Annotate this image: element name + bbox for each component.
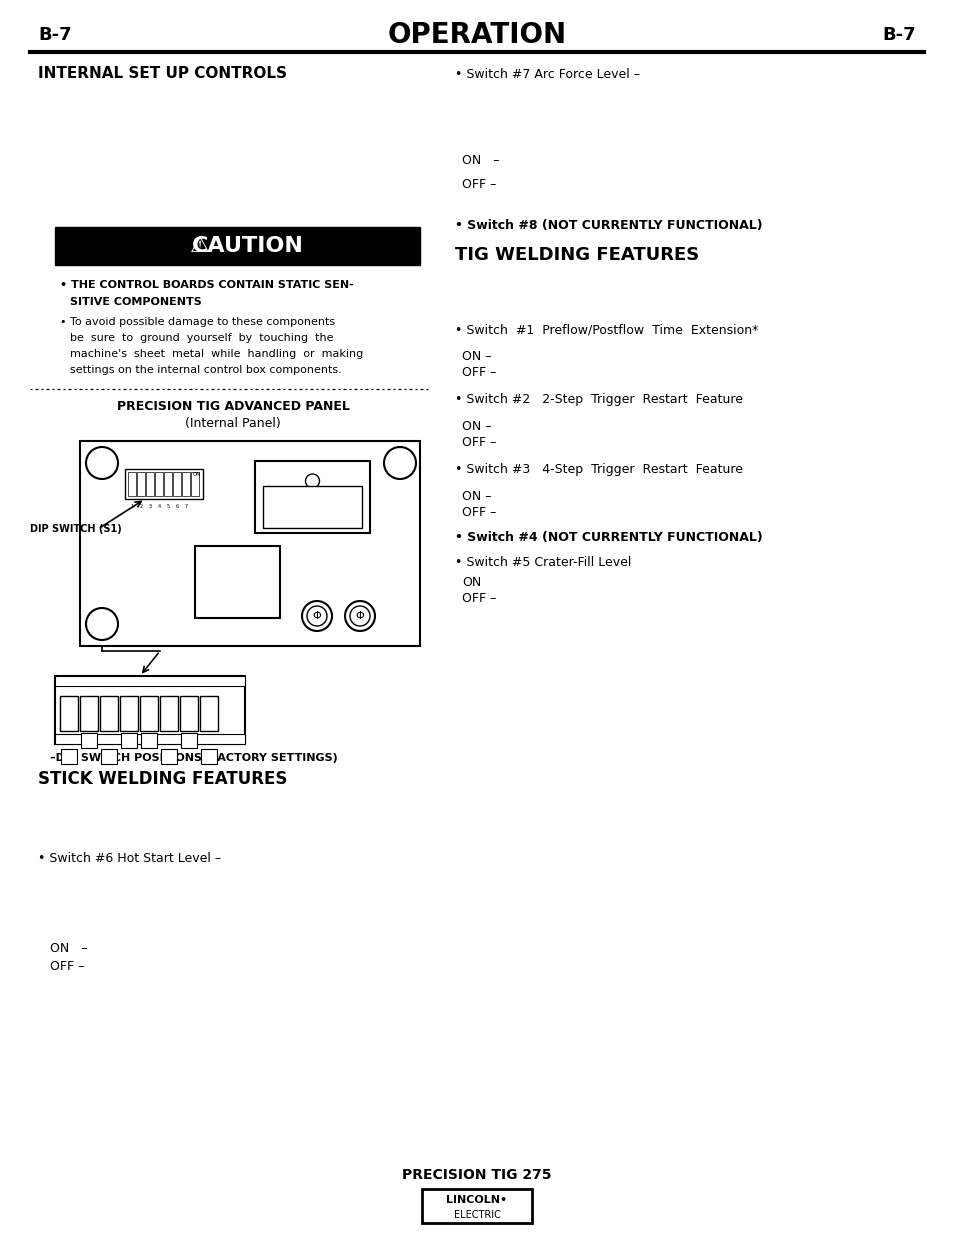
- Bar: [128, 472, 136, 496]
- Circle shape: [345, 601, 375, 631]
- Text: LINCOLN•: LINCOLN•: [446, 1195, 507, 1205]
- Text: • Switch #5 Crater-Fill Level: • Switch #5 Crater-Fill Level: [455, 557, 631, 569]
- Bar: [254, 461, 370, 534]
- Text: PRECISION TIG ADVANCED PANEL: PRECISION TIG ADVANCED PANEL: [116, 400, 349, 414]
- Text: OFF –: OFF –: [461, 506, 496, 520]
- Text: 6: 6: [175, 504, 178, 509]
- Text: Φ: Φ: [355, 611, 364, 621]
- Bar: [80, 441, 419, 646]
- Bar: [125, 469, 203, 499]
- Text: ON –: ON –: [461, 490, 491, 504]
- Text: OFF –: OFF –: [461, 179, 496, 191]
- Bar: [121, 734, 137, 748]
- Text: INTERNAL SET UP CONTROLS: INTERNAL SET UP CONTROLS: [38, 67, 287, 82]
- Text: ⚠: ⚠: [190, 236, 210, 256]
- Text: • Switch #4 (NOT CURRENTLY FUNCTIONAL): • Switch #4 (NOT CURRENTLY FUNCTIONAL): [455, 531, 762, 545]
- Text: 4: 4: [157, 504, 160, 509]
- Text: Φ: Φ: [313, 611, 321, 621]
- Bar: [137, 472, 145, 496]
- Text: 5: 5: [166, 504, 170, 509]
- Text: • Switch #2   2-Step  Trigger  Restart  Feature: • Switch #2 2-Step Trigger Restart Featu…: [455, 394, 742, 406]
- Bar: [181, 734, 196, 748]
- Circle shape: [305, 474, 319, 488]
- Text: settings on the internal control box components.: settings on the internal control box com…: [70, 366, 341, 375]
- Bar: [141, 734, 157, 748]
- Bar: [263, 487, 361, 529]
- Bar: [55, 676, 245, 685]
- Text: ON –: ON –: [461, 420, 491, 433]
- Circle shape: [86, 608, 118, 640]
- Text: PRECISION TIG 275: PRECISION TIG 275: [402, 1168, 551, 1182]
- Bar: [55, 734, 245, 743]
- Bar: [161, 748, 177, 764]
- Text: 1: 1: [131, 504, 133, 509]
- Text: (Internal Panel): (Internal Panel): [185, 416, 280, 430]
- Circle shape: [384, 447, 416, 479]
- Bar: [160, 697, 178, 731]
- Bar: [154, 472, 163, 496]
- Bar: [201, 748, 216, 764]
- Text: OFF –: OFF –: [461, 367, 496, 379]
- Bar: [182, 472, 190, 496]
- Text: be  sure  to  ground  yourself  by  touching  the: be sure to ground yourself by touching t…: [70, 333, 334, 343]
- Text: OFF –: OFF –: [461, 436, 496, 450]
- Bar: [80, 697, 98, 731]
- Circle shape: [307, 606, 327, 626]
- Circle shape: [302, 601, 332, 631]
- Text: 2: 2: [139, 504, 142, 509]
- Text: • Switch #6 Hot Start Level –: • Switch #6 Hot Start Level –: [38, 852, 221, 866]
- Text: SITIVE COMPONENTS: SITIVE COMPONENTS: [70, 296, 201, 308]
- Text: machine's  sheet  metal  while  handling  or  making: machine's sheet metal while handling or …: [70, 350, 363, 359]
- Circle shape: [350, 606, 370, 626]
- Bar: [421, 1189, 532, 1223]
- Text: TIG WELDING FEATURES: TIG WELDING FEATURES: [455, 246, 699, 264]
- Bar: [55, 676, 245, 743]
- Bar: [81, 734, 97, 748]
- Text: CAUTION: CAUTION: [192, 236, 303, 256]
- Bar: [61, 748, 77, 764]
- Text: • THE CONTROL BOARDS CONTAIN STATIC SEN-: • THE CONTROL BOARDS CONTAIN STATIC SEN-: [60, 280, 354, 290]
- Text: B-7: B-7: [882, 26, 915, 44]
- Bar: [194, 546, 280, 618]
- Text: 7: 7: [184, 504, 188, 509]
- Text: • Switch #3   4-Step  Trigger  Restart  Feature: • Switch #3 4-Step Trigger Restart Featu…: [455, 463, 742, 477]
- Text: ON: ON: [461, 577, 480, 589]
- Text: OFF –: OFF –: [461, 592, 496, 604]
- Text: • To avoid possible damage to these components: • To avoid possible damage to these comp…: [60, 317, 335, 327]
- Bar: [172, 472, 181, 496]
- Bar: [101, 748, 117, 764]
- Text: ON –: ON –: [461, 351, 491, 363]
- Text: • Switch #8 (NOT CURRENTLY FUNCTIONAL): • Switch #8 (NOT CURRENTLY FUNCTIONAL): [455, 219, 761, 231]
- Text: DIP SWITCH (S1): DIP SWITCH (S1): [30, 524, 122, 534]
- Text: ON   –: ON –: [50, 942, 88, 956]
- Bar: [140, 697, 158, 731]
- Bar: [55, 227, 419, 266]
- Text: B-7: B-7: [38, 26, 71, 44]
- Bar: [120, 697, 138, 731]
- Text: OPERATION: OPERATION: [387, 21, 566, 49]
- Text: ON   –: ON –: [461, 153, 499, 167]
- Bar: [164, 472, 172, 496]
- Bar: [200, 697, 218, 731]
- Circle shape: [86, 447, 118, 479]
- Bar: [180, 697, 198, 731]
- Text: STICK WELDING FEATURES: STICK WELDING FEATURES: [38, 769, 287, 788]
- Bar: [100, 697, 118, 731]
- Bar: [146, 472, 153, 496]
- Text: ELECTRIC: ELECTRIC: [453, 1210, 500, 1220]
- Text: 3: 3: [149, 504, 152, 509]
- Bar: [191, 472, 199, 496]
- Text: OFF –: OFF –: [50, 961, 84, 973]
- Text: –DIP SWITCH POSITIONS (FACTORY SETTINGS): –DIP SWITCH POSITIONS (FACTORY SETTINGS): [50, 753, 337, 763]
- Text: • Switch  #1  Preflow/Postflow  Time  Extension*: • Switch #1 Preflow/Postflow Time Extens…: [455, 324, 758, 336]
- Text: ON: ON: [193, 472, 201, 477]
- Text: • Switch #7 Arc Force Level –: • Switch #7 Arc Force Level –: [455, 68, 639, 80]
- Bar: [60, 697, 78, 731]
